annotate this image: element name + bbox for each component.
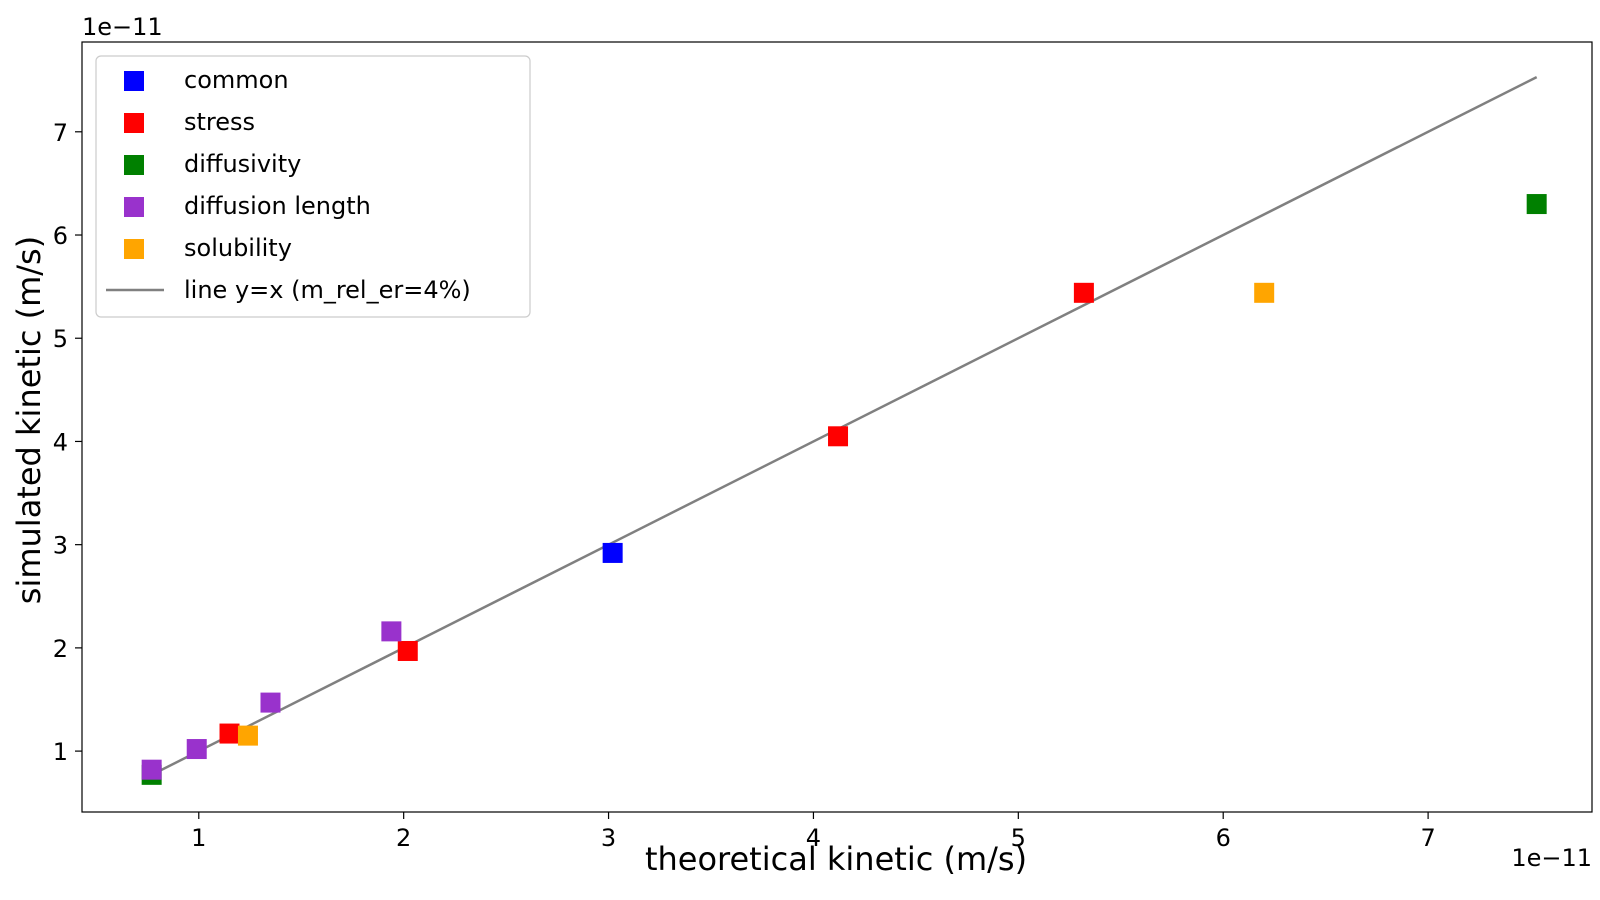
- legend: common stress diffusivity diffusion leng…: [95, 55, 531, 318]
- point-diffusion-length-3: [381, 621, 402, 642]
- data-points: [141, 75, 1547, 785]
- legend-label-solubility: solubility: [184, 234, 292, 262]
- x-tick-label-1: 1: [191, 824, 206, 852]
- x-axis-label: theoretical kinetic (m/s): [645, 840, 1027, 878]
- legend-marker-diffusion-length: [124, 197, 144, 217]
- legend-label-diffusion-length: diffusion length: [184, 192, 371, 220]
- plot-frame: [81, 41, 1593, 813]
- y-axis-label: simulated kinetic (m/s): [10, 236, 48, 604]
- point-stress-2: [828, 426, 849, 447]
- point-diffusion-length-0: [141, 759, 162, 780]
- point-solubility-0: [237, 725, 258, 746]
- legend-label-reference-line: line y=x (m_rel_er=4%): [184, 276, 471, 304]
- point-solubility-1: [1254, 282, 1275, 303]
- point-stress-3: [1073, 282, 1094, 303]
- y-tick-label-4: 4: [53, 428, 68, 456]
- y-tick-label-3: 3: [53, 532, 68, 560]
- y-tick-label-5: 5: [53, 325, 68, 353]
- y-tick-label-2: 2: [53, 635, 68, 663]
- point-diffusion-length-2: [260, 692, 281, 713]
- y-tick-label-1: 1: [53, 738, 68, 766]
- legend-marker-solubility: [124, 239, 144, 259]
- legend-label-diffusivity: diffusivity: [184, 150, 301, 178]
- point-diffusivity-1: [1526, 194, 1547, 215]
- y-axis-ticks: 1 2 3 4 5 6 7: [53, 119, 82, 766]
- x-tick-label-4: 4: [806, 824, 821, 852]
- x-tick-label-2: 2: [396, 824, 411, 852]
- legend-marker-common: [124, 71, 144, 91]
- x-offset-label: 1e−11: [1511, 844, 1592, 872]
- y-offset-label: 1e−11: [82, 13, 163, 41]
- x-tick-label-7: 7: [1420, 824, 1435, 852]
- legend-box: [95, 55, 531, 318]
- point-common-0: [602, 542, 623, 563]
- point-stress-1: [397, 640, 418, 661]
- x-tick-label-3: 3: [601, 824, 616, 852]
- x-tick-label-5: 5: [1011, 824, 1026, 852]
- x-tick-label-6: 6: [1216, 824, 1231, 852]
- x-axis-ticks: 1 2 3 4 5 6 7: [191, 812, 1436, 852]
- legend-label-common: common: [184, 66, 289, 94]
- legend-marker-stress: [124, 113, 144, 133]
- legend-marker-diffusivity: [124, 155, 144, 175]
- point-diffusion-length-1: [186, 739, 207, 760]
- legend-label-stress: stress: [184, 108, 255, 136]
- y-tick-label-6: 6: [53, 222, 68, 250]
- point-stress-0: [219, 723, 240, 744]
- y-tick-label-7: 7: [53, 119, 68, 147]
